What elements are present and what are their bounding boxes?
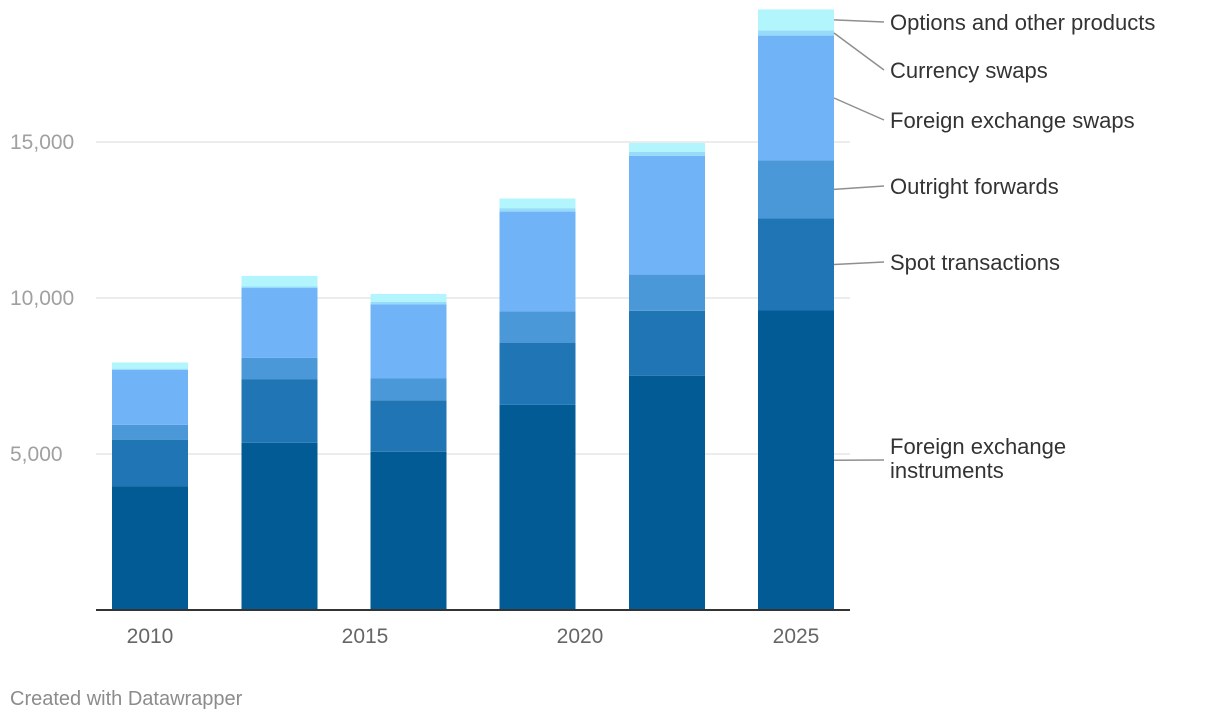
bar-foreign-exchange-swaps-2013[interactable] (241, 288, 318, 358)
x-tick-label: 2025 (773, 625, 820, 648)
bar-foreign-exchange-swaps-2016[interactable] (370, 304, 447, 379)
bar-outright-forwards-2013[interactable] (241, 357, 318, 380)
y-axis-tick-labels: 5,000 10,000 15,000 (10, 131, 74, 466)
bar-options-and-other-products-2013[interactable] (241, 275, 318, 287)
bar-spot-transactions-2025[interactable] (758, 218, 834, 311)
x-tick-label: 2015 (342, 625, 389, 648)
connector-spot-transactions (833, 261, 885, 266)
bar-options-and-other-products-2022[interactable] (629, 142, 705, 152)
series-label-options-and-other-products: Options and other products (890, 10, 1155, 35)
bar-spot-transactions-2013[interactable] (241, 379, 318, 443)
bar-foreign-exchange-instruments-2019[interactable] (499, 404, 576, 610)
datawrapper-credit[interactable]: Created with Datawrapper (10, 688, 243, 710)
bar-options-and-other-products-2016[interactable] (370, 293, 447, 302)
y-tick-label: 15,000 (10, 131, 74, 154)
x-tick-label: 2020 (557, 625, 604, 648)
bar-foreign-exchange-instruments-2025[interactable] (758, 310, 834, 610)
bar-foreign-exchange-swaps-2022[interactable] (629, 155, 705, 275)
bar-options-and-other-products-2025[interactable] (758, 9, 834, 31)
bar-options-and-other-products-2010[interactable] (112, 362, 188, 369)
bar-foreign-exchange-instruments-2022[interactable] (629, 375, 705, 610)
y-tick-label: 5,000 (10, 443, 63, 466)
bar-foreign-exchange-swaps-2010[interactable] (112, 369, 188, 425)
bar-outright-forwards-2019[interactable] (499, 311, 576, 343)
gridlines (96, 141, 850, 455)
bar-outright-forwards-2025[interactable] (758, 160, 834, 219)
connector-currency-swaps (833, 32, 885, 71)
bars (112, 9, 834, 610)
connector-foreign-exchange-swaps (833, 97, 885, 121)
y-tick-label: 10,000 (10, 287, 74, 310)
bar-spot-transactions-2019[interactable] (499, 342, 576, 405)
connector-options-and-other-products (833, 19, 885, 23)
bar-currency-swaps-2022[interactable] (629, 151, 705, 156)
bar-options-and-other-products-2019[interactable] (499, 198, 576, 209)
bar-outright-forwards-2010[interactable] (112, 424, 188, 440)
bar-foreign-exchange-swaps-2019[interactable] (499, 211, 576, 312)
series-label-foreign-exchange-instruments: Foreign exchange instruments (890, 434, 1066, 483)
bar-outright-forwards-2016[interactable] (370, 378, 447, 401)
bar-spot-transactions-2010[interactable] (112, 439, 188, 487)
connector-outright-forwards (833, 185, 885, 191)
bar-currency-swaps-2025[interactable] (758, 30, 834, 36)
bar-foreign-exchange-instruments-2010[interactable] (112, 486, 188, 610)
bar-outright-forwards-2022[interactable] (629, 274, 705, 311)
bar-currency-swaps-2013[interactable] (241, 286, 318, 289)
series-label-outright-forwards: Outright forwards (890, 174, 1059, 199)
bar-currency-swaps-2016[interactable] (370, 301, 447, 305)
bar-foreign-exchange-instruments-2013[interactable] (241, 442, 318, 610)
series-labels: Options and other products Currency swaps… (833, 10, 1155, 483)
x-axis-tick-labels: 2010 2015 2020 2025 (127, 625, 820, 648)
bar-foreign-exchange-swaps-2025[interactable] (758, 35, 834, 161)
x-tick-label: 2010 (127, 625, 174, 648)
bar-foreign-exchange-instruments-2016[interactable] (370, 451, 447, 610)
series-label-spot-transactions: Spot transactions (890, 250, 1060, 275)
series-label-currency-swaps: Currency swaps (890, 58, 1048, 83)
bar-currency-swaps-2010[interactable] (112, 368, 188, 370)
bar-spot-transactions-2016[interactable] (370, 400, 447, 452)
bar-spot-transactions-2022[interactable] (629, 310, 705, 376)
series-label-foreign-exchange-swaps: Foreign exchange swaps (890, 108, 1135, 133)
bar-currency-swaps-2019[interactable] (499, 208, 576, 212)
